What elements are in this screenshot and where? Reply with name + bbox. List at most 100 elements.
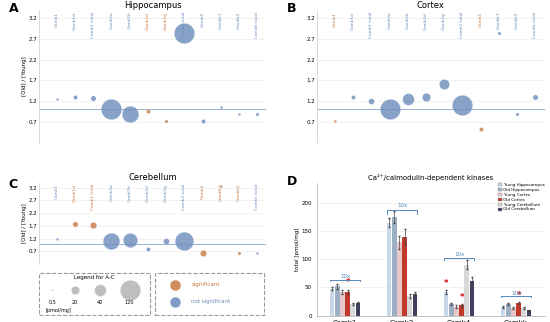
Point: [70, 221, 79, 226]
Text: Camk2a: Camk2a: [109, 12, 113, 29]
Point: [440, 82, 449, 87]
Bar: [459, 306, 464, 316]
Point: [253, 251, 262, 256]
Point: [217, 105, 226, 110]
Text: Camkk2: Camkk2: [237, 12, 241, 29]
Text: Camk2g: Camk2g: [442, 12, 446, 30]
Bar: [403, 237, 407, 316]
Text: Camkk total: Camkk total: [255, 12, 259, 38]
Text: Camk1 total: Camk1 total: [91, 184, 95, 210]
Text: Camk2d: Camk2d: [146, 12, 150, 30]
Bar: [330, 289, 334, 316]
Point: [513, 112, 521, 117]
Title: Hippocampus: Hippocampus: [124, 1, 182, 10]
Point: [89, 222, 97, 227]
Bar: [392, 217, 397, 316]
Text: Camk4: Camk4: [478, 12, 483, 27]
Bar: [387, 223, 392, 316]
Text: Camk2a: Camk2a: [109, 184, 113, 202]
Y-axis label: [Old] / [Young]: [Old] / [Young]: [22, 56, 27, 96]
Text: Camkk1: Camkk1: [219, 184, 223, 201]
Text: Camk1: Camk1: [55, 12, 59, 27]
Point: [198, 118, 207, 124]
Point: [367, 99, 376, 104]
Bar: [335, 286, 340, 316]
Text: Camk1 total: Camk1 total: [369, 12, 373, 38]
Y-axis label: total [pmol/mg]: total [pmol/mg]: [295, 227, 300, 271]
Point: [171, 299, 180, 304]
Point: [70, 288, 79, 293]
Text: *: *: [516, 291, 521, 300]
FancyBboxPatch shape: [39, 272, 150, 315]
Point: [144, 109, 152, 114]
Text: Camk2a: Camk2a: [388, 12, 392, 29]
Point: [107, 107, 116, 112]
Point: [48, 288, 57, 293]
Text: *: *: [444, 279, 448, 288]
Text: Camkk total: Camkk total: [255, 184, 259, 210]
Text: Camk2 total: Camk2 total: [183, 12, 186, 38]
Point: [385, 107, 394, 112]
Point: [217, 184, 226, 189]
Text: Camk2g: Camk2g: [164, 12, 168, 30]
Text: Camk2g: Camk2g: [164, 184, 168, 202]
FancyBboxPatch shape: [155, 272, 264, 315]
Point: [198, 251, 207, 256]
Text: *: *: [459, 293, 464, 302]
Point: [235, 251, 244, 256]
Bar: [408, 296, 412, 316]
Point: [403, 97, 412, 102]
Bar: [470, 281, 474, 316]
Text: Camkk1: Camkk1: [219, 12, 223, 29]
Point: [235, 111, 244, 116]
Point: [70, 94, 79, 99]
Bar: [350, 304, 355, 316]
Text: Camk2d: Camk2d: [424, 12, 428, 30]
Point: [125, 288, 134, 293]
Text: B: B: [287, 2, 296, 15]
Point: [531, 94, 540, 99]
Point: [96, 288, 104, 293]
Title: Cortex: Cortex: [416, 1, 444, 10]
Bar: [516, 303, 521, 316]
Text: Camk1d: Camk1d: [73, 12, 77, 30]
Point: [349, 94, 358, 99]
Text: *: *: [345, 279, 350, 288]
Text: not significant: not significant: [191, 299, 230, 304]
Point: [253, 112, 262, 117]
Point: [107, 239, 116, 244]
Text: Camk2 total: Camk2 total: [183, 184, 186, 210]
Point: [458, 103, 467, 108]
Bar: [464, 265, 469, 316]
Text: Camk4: Camk4: [201, 12, 205, 27]
Text: Camkk2: Camkk2: [237, 184, 241, 201]
Bar: [340, 292, 345, 316]
Bar: [506, 304, 510, 316]
Text: 10x: 10x: [511, 291, 521, 296]
Bar: [454, 307, 459, 316]
Point: [162, 239, 170, 244]
Text: 40: 40: [97, 300, 103, 305]
Text: significant: significant: [191, 282, 219, 287]
Bar: [397, 242, 401, 316]
Point: [422, 94, 431, 99]
Point: [331, 118, 339, 124]
Y-axis label: [Old] / [Young]: [Old] / [Young]: [22, 204, 27, 243]
Bar: [526, 310, 531, 316]
Point: [89, 95, 97, 100]
Title: Ca²⁺/calmodulin-dependent kinases: Ca²⁺/calmodulin-dependent kinases: [368, 174, 493, 181]
Text: 0.5: 0.5: [48, 300, 56, 305]
Text: 20: 20: [72, 300, 78, 305]
Point: [476, 127, 485, 132]
Text: Camk2b: Camk2b: [406, 12, 410, 30]
Point: [144, 247, 152, 252]
Legend: Young Hippocampus, Old Hippocampus, Young Cortex, Old Cortex, Young Cerebellum, : Young Hippocampus, Old Hippocampus, Youn…: [498, 183, 544, 212]
Point: [52, 236, 61, 241]
Title: Cerebellum: Cerebellum: [128, 174, 177, 183]
Point: [180, 239, 189, 244]
Point: [171, 282, 180, 288]
Text: Legend for A-C: Legend for A-C: [74, 275, 114, 280]
Text: Camk1: Camk1: [55, 184, 59, 199]
Text: 10x: 10x: [397, 203, 407, 208]
Point: [494, 30, 503, 35]
